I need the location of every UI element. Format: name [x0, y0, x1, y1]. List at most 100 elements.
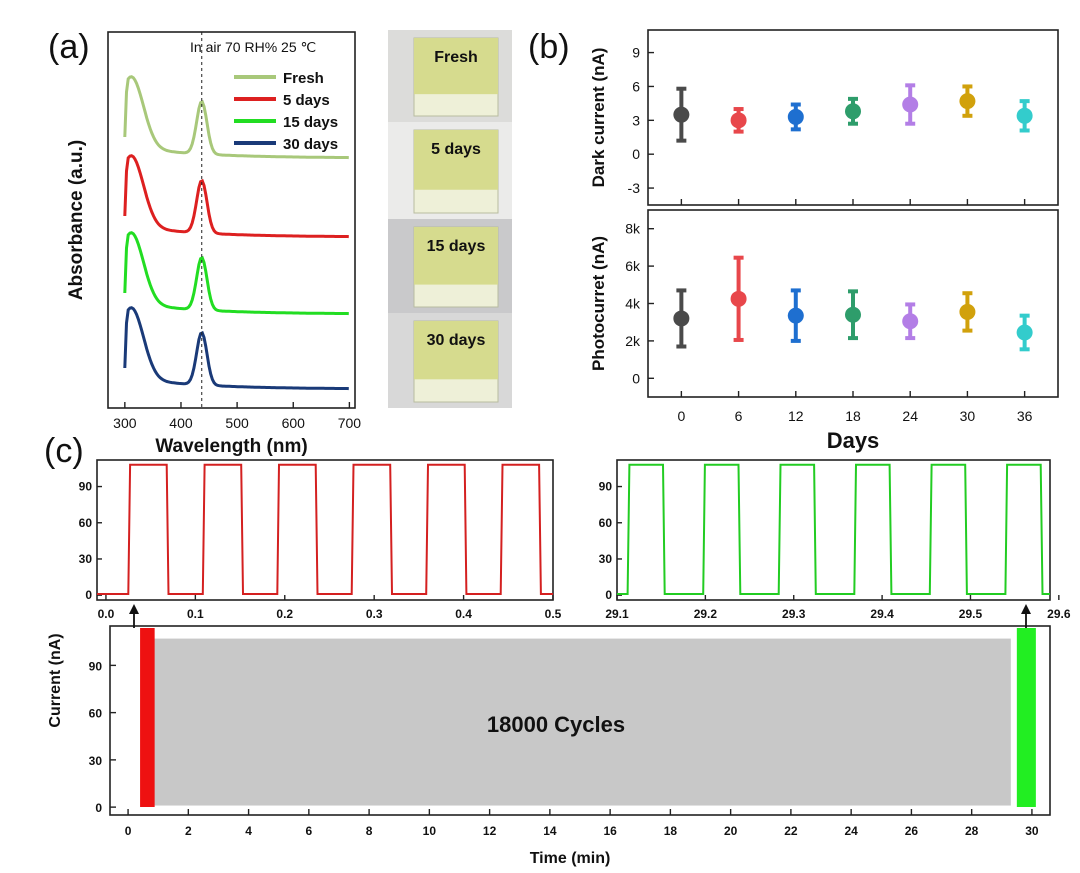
y-tick-label: 30	[89, 754, 103, 768]
x-axis-label: Days	[827, 428, 880, 453]
spectrum-line-2	[123, 231, 349, 316]
y-tick-label: 0	[632, 146, 640, 162]
x-tick-label: 6	[306, 824, 313, 838]
x-tick-label: 0	[125, 824, 132, 838]
x-tick-label: 500	[225, 415, 249, 431]
cycles-band	[143, 638, 1011, 806]
photo-label: 30 days	[427, 332, 486, 349]
y-tick-label: 60	[89, 707, 103, 721]
x-tick-label: 0.2	[276, 607, 293, 621]
photo-label: Fresh	[434, 49, 478, 66]
perovskite-film	[414, 130, 498, 190]
cycles-annotation: 18000 Cycles	[487, 712, 625, 737]
x-tick-label: 0.1	[187, 607, 204, 621]
x-tick-label: 700	[338, 415, 362, 431]
x-tick-label: 300	[113, 415, 137, 431]
y-tick-label: 90	[79, 480, 93, 494]
cycles_start-frame	[96, 459, 554, 601]
y-axis-label: Photocurret (nA)	[589, 236, 608, 371]
x-tick-label: 0.0	[98, 607, 115, 621]
legend-entry: 5 days	[283, 92, 330, 109]
y-axis-label: Absorbance (a.u.)	[66, 140, 87, 300]
y-tick-label: 60	[599, 516, 613, 530]
start-window-band	[140, 628, 155, 807]
x-tick-label: 29.3	[782, 607, 806, 621]
y-tick-label: 6	[632, 78, 640, 94]
data-point	[902, 96, 919, 113]
legend-entry: Fresh	[283, 70, 324, 87]
y-tick-label: 30	[79, 552, 93, 566]
y-tick-label: 6k	[625, 258, 641, 274]
x-tick-label: 20	[724, 824, 738, 838]
zoom-arrowhead-end	[1021, 604, 1031, 614]
x-tick-label: 36	[1017, 408, 1033, 424]
x-tick-label: 29.5	[959, 607, 983, 621]
x-tick-label: 0	[677, 408, 685, 424]
y-tick-label: 2k	[625, 333, 641, 349]
y-tick-label: 8k	[625, 221, 641, 237]
x-tick-label: 24	[844, 824, 858, 838]
data-point	[959, 93, 976, 110]
x-tick-label: 18	[664, 824, 678, 838]
x-tick-label: 30	[960, 408, 976, 424]
data-point	[730, 290, 747, 307]
chart-title: In air 70 RH% 25 ℃	[190, 39, 316, 55]
x-axis-label: Wavelength (nm)	[155, 436, 307, 457]
legend-entry: 15 days	[283, 114, 338, 131]
data-point	[959, 303, 976, 320]
pulse-trace	[617, 463, 1050, 595]
cycles_end-frame	[616, 459, 1051, 601]
perovskite-film	[414, 321, 498, 380]
data-point	[787, 108, 804, 125]
y-tick-label: 3	[632, 112, 640, 128]
x-tick-label: 400	[169, 415, 193, 431]
legend-entry: 30 days	[283, 136, 338, 153]
panel-label-a: (a)	[48, 28, 90, 66]
pulse-trace	[97, 463, 553, 595]
y-tick-label: 9	[632, 45, 640, 61]
timeline-frame	[109, 625, 1051, 816]
data-point	[1016, 324, 1033, 341]
photo-label: 5 days	[431, 141, 481, 158]
y-tick-label: 90	[89, 659, 103, 673]
data-point	[673, 310, 690, 327]
x-tick-label: 29.6	[1047, 607, 1071, 621]
y-axis-label: Current (nA)	[47, 633, 64, 727]
x-tick-label: 4	[245, 824, 252, 838]
y-tick-label: 0	[632, 370, 640, 386]
y-tick-label: 60	[79, 516, 93, 530]
y-tick-label: 0	[95, 801, 102, 815]
zoom-arrowhead-start	[129, 604, 139, 614]
x-tick-label: 12	[483, 824, 497, 838]
x-tick-label: 14	[543, 824, 557, 838]
x-tick-label: 28	[965, 824, 979, 838]
x-tick-label: 8	[366, 824, 373, 838]
x-tick-label: 600	[282, 415, 306, 431]
y-tick-label: 90	[599, 480, 613, 494]
x-tick-label: 29.4	[870, 607, 894, 621]
x-tick-label: 0.5	[545, 607, 562, 621]
x-tick-label: 26	[905, 824, 919, 838]
absorbance-frame	[107, 31, 356, 409]
x-axis-label: Time (min)	[530, 850, 611, 867]
x-tick-label: 16	[603, 824, 617, 838]
data-point	[673, 106, 690, 123]
y-axis-label: Dark current (nA)	[589, 48, 608, 188]
panel-label-c: (c)	[44, 432, 84, 470]
data-point	[845, 306, 861, 323]
spectrum-line-1	[123, 154, 349, 239]
end-window-band	[1016, 628, 1036, 807]
x-tick-label: 18	[845, 408, 861, 424]
x-tick-label: 0.4	[455, 607, 472, 621]
data-point	[845, 103, 861, 120]
x-tick-label: 30	[1025, 824, 1039, 838]
x-tick-label: 0.3	[366, 607, 383, 621]
y-tick-label: 0	[85, 588, 92, 602]
y-tick-label: 0	[605, 588, 612, 602]
x-tick-label: 2	[185, 824, 192, 838]
y-tick-label: 30	[599, 552, 613, 566]
perovskite-film	[414, 227, 498, 285]
y-tick-label: -3	[628, 180, 641, 196]
panel-label-b: (b)	[528, 28, 570, 66]
